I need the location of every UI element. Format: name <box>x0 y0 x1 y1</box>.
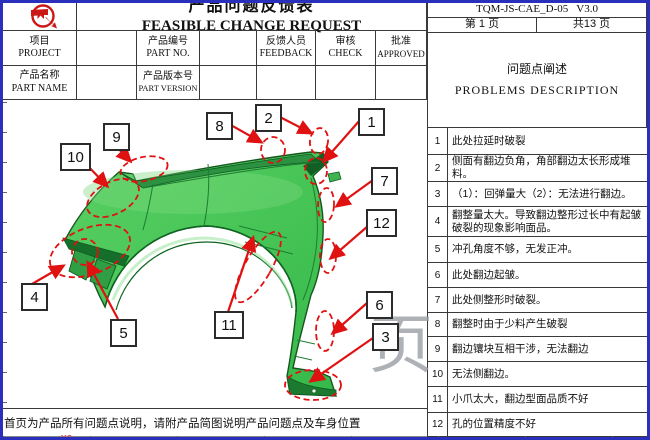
part-no-label: 产品编号 PART NO. <box>137 31 200 66</box>
part-name-label: 产品名称 PART NAME <box>3 66 77 100</box>
project-value-cell[interactable] <box>77 31 137 66</box>
form-title-en: FEASIBLE CHANGE REQUEST <box>141 18 362 35</box>
callout-box-12: 12 <box>366 209 397 237</box>
left-ruler-ticks <box>3 102 7 408</box>
feedback-sign-cell[interactable] <box>257 66 316 100</box>
problem-no: 9 <box>427 337 448 362</box>
approved-label-en: APPROVED <box>377 48 425 59</box>
check-sign-cell[interactable] <box>316 66 376 100</box>
form-title-cn: 产品问题反馈表 <box>188 0 315 16</box>
problem-desc: 孔的位置精度不好 <box>448 413 647 437</box>
callout-box-2: 2 <box>255 104 282 132</box>
problem-no: 11 <box>427 387 448 413</box>
problem-desc: 小爪太大，翻边型面品质不好 <box>448 387 647 413</box>
problem-desc: 无法侧翻边。 <box>448 362 647 387</box>
bottom-ruler-ticks <box>3 436 647 439</box>
part-version-label: 产品版本号 PART VERSION <box>137 66 200 100</box>
part-no-value-cell[interactable] <box>200 31 257 66</box>
callout-box-6: 6 <box>366 291 393 319</box>
problem-no: 2 <box>427 155 448 182</box>
a-pillar-tab <box>327 171 342 183</box>
part-name-label-en: PART NAME <box>11 82 68 94</box>
problem-no: 10 <box>427 362 448 387</box>
problem-row: 9 翻边镶块互相干涉，无法翻边 <box>427 337 647 362</box>
problem-no: 5 <box>427 237 448 263</box>
problem-row: 7 此处侧整形时破裂。 <box>427 288 647 313</box>
fender-cad-illustration <box>31 115 374 401</box>
page-current: 第 1 页 <box>427 18 537 33</box>
callout-box-4: 4 <box>21 283 48 311</box>
problem-row: 11 小爪太大，翻边型面品质不好 <box>427 387 647 413</box>
feedback-label: 反馈人员 FEEDBACK <box>257 31 316 66</box>
problem-row: 8 翻整时由于少料产生破裂 <box>427 313 647 337</box>
problem-desc: 侧面有翻边负角，角部翻边太长形成堆料。 <box>448 155 647 182</box>
problem-no: 7 <box>427 288 448 313</box>
callout-box-8: 8 <box>206 112 233 140</box>
problem-no: 1 <box>427 128 448 155</box>
part-version-label-en: PART VERSION <box>138 83 198 94</box>
problem-row: 2 侧面有翻边负角，角部翻边太长形成堆料。 <box>427 155 647 182</box>
feature-lines <box>142 161 320 361</box>
fender-body <box>62 151 342 397</box>
callout-box-3: 3 <box>372 323 399 351</box>
callout-box-1: 1 <box>358 108 385 136</box>
problem-row: 4 翻整量太大。导致翻边整形过长中有起皱破裂的现象影响面品。 <box>427 207 647 237</box>
problem-no: 3 <box>427 182 448 207</box>
problem-row: 5 冲孔角度不够，无发正冲。 <box>427 237 647 263</box>
callout-box-10: 10 <box>60 143 91 171</box>
callout-box-7: 7 <box>371 167 398 195</box>
problem-desc: 冲孔角度不够，无发正冲。 <box>448 237 647 263</box>
project-label-en: PROJECT <box>18 48 61 59</box>
logo-cell <box>3 3 77 31</box>
problem-row: 3 （1）：回弹量大（2）：无法进行翻边。 <box>427 182 647 207</box>
check-label-en: CHECK <box>328 48 363 59</box>
callout-box-11: 11 <box>214 311 244 339</box>
part-name-label-cn: 产品名称 <box>19 70 60 81</box>
problem-row: 12 孔的位置精度不好 <box>427 413 647 437</box>
approved-label-cn: 批准 <box>391 36 411 48</box>
problems-panel-header: 问题点阐述 PROBLEMS DESCRIPTION <box>427 33 647 128</box>
part-no-label-en: PART NO. <box>146 48 190 59</box>
leader-arrows <box>31 115 374 383</box>
part-no-label-cn: 产品编号 <box>148 35 188 47</box>
problem-desc: 此处侧整形时破裂。 <box>448 288 647 313</box>
problem-desc: 此处翻边起皱。 <box>448 263 647 288</box>
part-version-label-cn: 产品版本号 <box>143 70 193 82</box>
footer-note: 首页为产品所有问题点说明，请附产品简图说明产品问题点及车身位置 <box>3 409 427 437</box>
callout-box-5: 5 <box>110 319 137 347</box>
problem-row: 6 此处翻边起皱。 <box>427 263 647 288</box>
problem-row: 10 无法侧翻边。 <box>427 362 647 387</box>
callout-box-9: 9 <box>103 123 130 151</box>
problem-desc: 翻整量太大。导致翻边整形过长中有起皱破裂的现象影响面品。 <box>448 207 647 237</box>
problem-no: 6 <box>427 263 448 288</box>
problems-title-en: PROBLEMS DESCRIPTION <box>454 83 620 97</box>
problem-desc: （1）：回弹量大（2）：无法进行翻边。 <box>448 182 647 207</box>
approved-sign-cell[interactable] <box>376 66 427 100</box>
form-title: 产品问题反馈表 FEASIBLE CHANGE REQUEST <box>77 0 427 34</box>
feedback-label-cn: 反馈人员 <box>266 35 306 47</box>
feedback-label-en: FEEDBACK <box>259 48 313 59</box>
problem-no: 4 <box>427 207 448 237</box>
project-label-cn: 项目 <box>29 35 50 47</box>
problems-title-cn: 问题点阐述 <box>506 62 567 76</box>
part-name-value-cell[interactable] <box>77 66 137 100</box>
company-logo <box>30 3 57 28</box>
page-total: 共13 页 <box>537 18 647 33</box>
approved-label: 批准 APPROVED <box>376 31 427 66</box>
problem-desc: 翻整时由于少料产生破裂 <box>448 313 647 337</box>
check-label-cn: 审核 <box>335 35 356 47</box>
project-label: 项目 PROJECT <box>3 31 77 66</box>
problem-row: 1 此处拉延时破裂 <box>427 128 647 155</box>
check-label: 审核 CHECK <box>316 31 376 66</box>
rear-leg-foot <box>286 375 337 397</box>
wheel-arch <box>104 225 297 313</box>
problem-desc: 此处拉延时破裂 <box>448 128 647 155</box>
doc-number: TQM-JS-CAE_D-05 V3.0 <box>427 3 647 18</box>
problem-no: 12 <box>427 413 448 437</box>
engineer-initials: YC <box>61 434 73 440</box>
problem-desc: 翻边镶块互相干涉，无法翻边 <box>448 337 647 362</box>
part-version-value-cell[interactable] <box>200 66 257 100</box>
problem-no: 8 <box>427 313 448 337</box>
